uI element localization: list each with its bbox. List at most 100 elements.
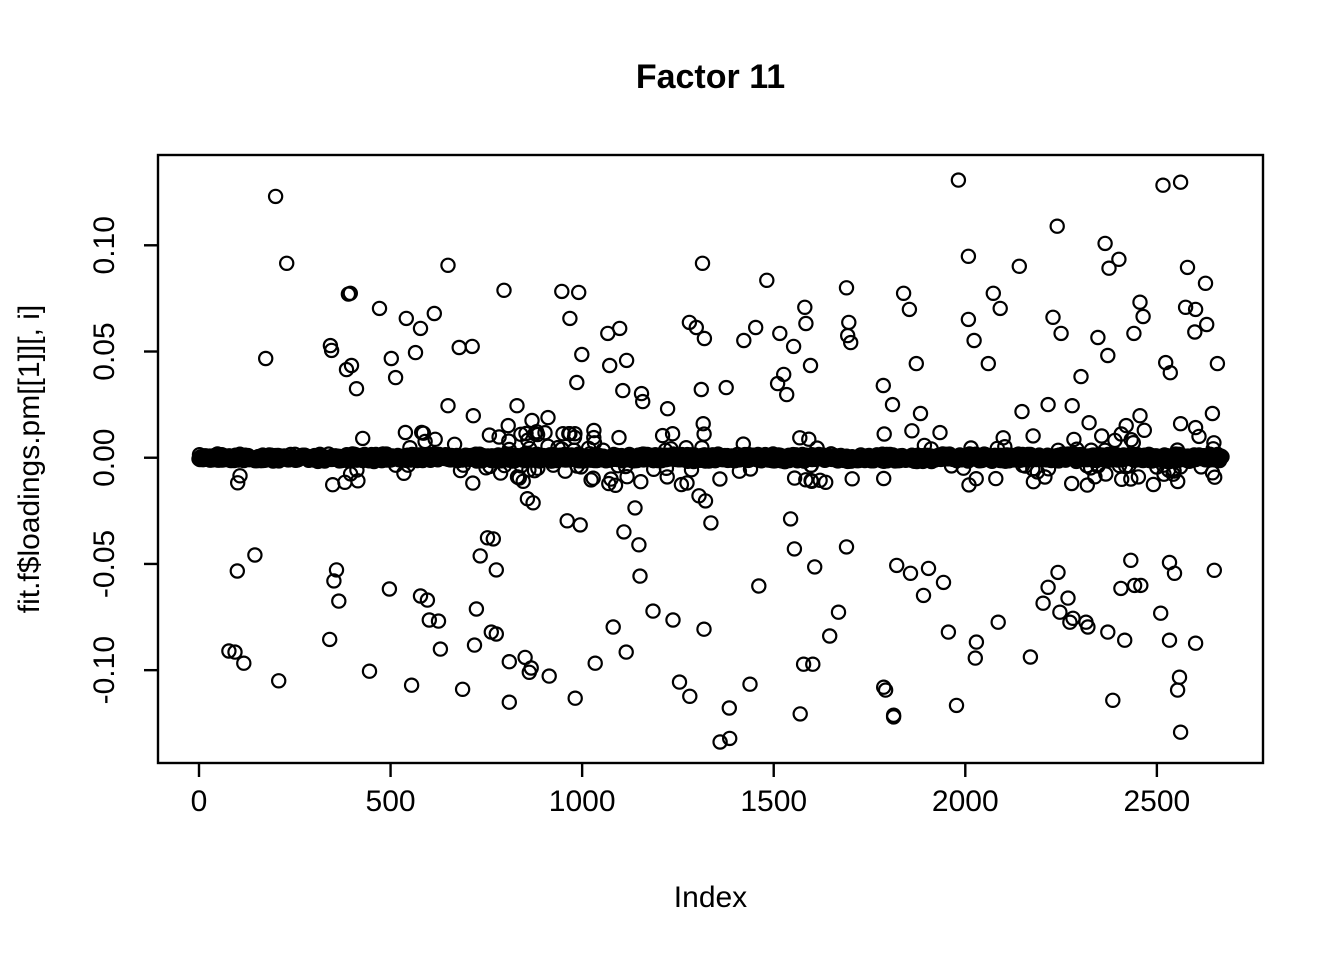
- data-point: [792, 430, 808, 446]
- zero-band-fringe-point: [566, 442, 582, 458]
- data-point: [659, 401, 676, 417]
- zero-band-fringe-point: [1206, 435, 1222, 451]
- data-point: [912, 405, 929, 422]
- data-point: [1171, 669, 1188, 685]
- data-point: [1133, 577, 1149, 594]
- data-point: [718, 379, 734, 396]
- zero-band-fringe-point: [1079, 477, 1096, 493]
- data-point: [1187, 635, 1204, 651]
- data-point: [1123, 432, 1139, 448]
- data-point: [615, 382, 631, 399]
- data-point: [1111, 251, 1127, 267]
- data-point: [1060, 590, 1076, 606]
- data-point: [407, 344, 424, 361]
- data-point: [328, 562, 345, 578]
- data-point: [466, 637, 483, 653]
- x-tick-label: 1000: [549, 785, 616, 818]
- zero-band-fringe-point: [943, 458, 960, 474]
- data-point: [1187, 301, 1204, 318]
- y-tick-label: 0.05: [88, 322, 121, 380]
- data-point: [807, 559, 823, 575]
- data-point: [554, 283, 570, 300]
- zero-band-fringe-point: [496, 457, 513, 474]
- data-point: [1081, 415, 1097, 431]
- data-point: [940, 624, 957, 640]
- data-point: [605, 619, 621, 635]
- data-point: [540, 409, 556, 426]
- data-points: [191, 172, 1230, 750]
- data-point: [997, 439, 1013, 455]
- y-tick-label: -0.10: [88, 636, 121, 704]
- data-point: [331, 593, 347, 609]
- zero-band-fringe-point: [988, 470, 1004, 487]
- zero-band-fringe-point: [446, 436, 463, 452]
- data-point: [721, 700, 738, 716]
- x-axis-title: Index: [673, 881, 748, 914]
- data-point: [1172, 174, 1189, 190]
- data-point: [419, 592, 436, 608]
- zero-band-fringe-point: [678, 440, 694, 456]
- data-point: [229, 475, 246, 491]
- data-point: [948, 697, 965, 714]
- zero-band-fringe-point: [844, 471, 860, 487]
- data-point: [387, 369, 404, 386]
- data-point: [1011, 258, 1028, 274]
- zero-band-fringe-point: [526, 463, 543, 479]
- data-point: [1187, 419, 1204, 436]
- zero-band-fringe-point: [610, 458, 626, 474]
- zero-band-fringe-point: [617, 458, 634, 475]
- data-point: [671, 674, 688, 690]
- data-point: [1155, 177, 1171, 193]
- data-point: [779, 386, 795, 403]
- data-point: [468, 601, 485, 617]
- data-point: [1035, 595, 1051, 611]
- zero-band-fringe-point: [501, 441, 517, 458]
- data-point: [1169, 682, 1186, 698]
- data-point: [751, 578, 767, 594]
- data-point: [1206, 562, 1223, 579]
- zero-band-fringe-point: [501, 433, 517, 449]
- zero-band-fringe-point: [530, 460, 546, 476]
- y-tick-label: -0.05: [88, 530, 121, 598]
- zero-band-fringe-point: [963, 440, 979, 456]
- zero-band-fringe-point: [801, 431, 817, 447]
- data-point: [632, 568, 648, 584]
- data-point: [635, 393, 651, 410]
- data-point: [703, 515, 719, 531]
- data-point: [688, 319, 705, 336]
- data-point: [1116, 632, 1133, 648]
- data-point: [889, 557, 905, 574]
- data-point: [920, 560, 937, 577]
- data-point: [664, 426, 681, 442]
- data-point: [1152, 605, 1169, 621]
- data-point: [525, 495, 541, 511]
- zero-band-fringe-point: [786, 470, 803, 486]
- zero-band-fringe-point: [804, 473, 820, 489]
- data-point: [838, 539, 855, 555]
- data-point: [342, 285, 358, 301]
- data-point: [1050, 564, 1066, 581]
- data-point: [343, 357, 360, 374]
- zero-band-fringe-point: [742, 461, 759, 477]
- zero-band-fringe-point: [1113, 471, 1130, 487]
- data-point: [1179, 259, 1196, 276]
- data-point: [901, 301, 918, 318]
- data-point: [602, 357, 618, 374]
- zero-band-fringe-point: [1037, 469, 1053, 485]
- zero-band-point: [1214, 449, 1230, 465]
- data-point: [524, 412, 540, 429]
- zero-band-fringe-point: [932, 424, 948, 441]
- data-point: [521, 664, 538, 681]
- data-point: [574, 346, 590, 363]
- data-point: [537, 425, 553, 441]
- data-point: [229, 563, 245, 579]
- data-point: [571, 284, 587, 301]
- data-point: [1118, 417, 1134, 434]
- data-point: [694, 255, 711, 271]
- zero-band-fringe-point: [402, 440, 418, 456]
- data-point: [843, 334, 859, 351]
- zero-band-fringe-point: [735, 436, 752, 452]
- data-point: [1040, 579, 1056, 596]
- zero-band-fringe-point: [1205, 441, 1221, 457]
- data-point: [322, 631, 338, 648]
